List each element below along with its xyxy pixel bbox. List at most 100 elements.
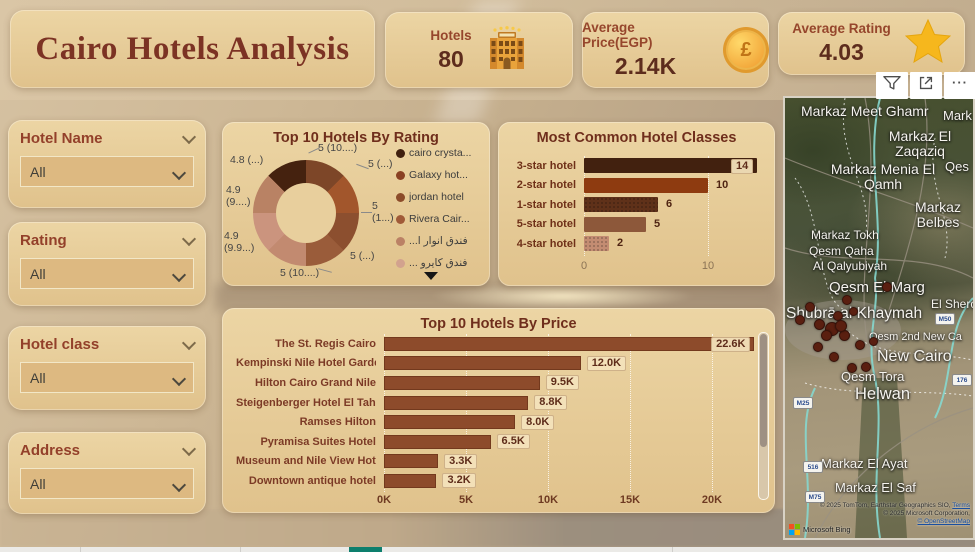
hotel-name-dropdown[interactable]: All (20, 156, 194, 187)
bar[interactable] (584, 177, 708, 193)
leader-line (318, 268, 332, 273)
rating-dropdown[interactable]: All (20, 258, 194, 289)
bar[interactable] (384, 434, 491, 449)
category-label: 3-star hotel (516, 159, 576, 172)
chevron-down-icon (171, 371, 187, 386)
hotel-location-dot[interactable] (847, 363, 857, 373)
bar[interactable] (384, 375, 540, 390)
hotel-location-dot[interactable] (835, 320, 847, 332)
road-shield-badge: M50 (935, 313, 955, 325)
address-dropdown[interactable]: All (20, 468, 194, 499)
kpi-hotels-card: Hotels 80 (385, 12, 573, 88)
collapse-chevron-icon[interactable] (181, 441, 197, 457)
map-place-label: El Shero (931, 297, 975, 311)
bar[interactable] (584, 216, 646, 232)
hotel-location-dot[interactable] (842, 295, 852, 305)
more-options-button[interactable]: ··· (944, 72, 975, 99)
donut-callout: 5 (...) (350, 250, 375, 262)
map-place-label: Markaz Tokh (811, 228, 879, 242)
legend-swatch (396, 214, 405, 224)
terms-link[interactable]: Terms (952, 502, 970, 509)
data-label: 10 (716, 178, 729, 191)
donut-legend: cairo crysta... Galaxy hot... jordan hot… (396, 142, 488, 274)
hotel-location-dot[interactable] (869, 337, 878, 346)
hotel-classes-plot: 3-star hotel 14 2-star hotel 10 1-star h… (512, 156, 761, 254)
bar[interactable] (384, 454, 439, 469)
data-label: 3.3K (444, 453, 478, 469)
price-chart-title: Top 10 Hotels By Price (420, 316, 577, 332)
star-icon (904, 18, 951, 68)
data-label: 8.0K (521, 414, 555, 430)
hotel-location-dot[interactable] (805, 302, 815, 312)
hotel-location-dot[interactable] (813, 342, 823, 352)
hotels-map[interactable]: Markaz Meet Ghamr Mark Markaz El Zaqaziq… (783, 96, 975, 540)
bar[interactable] (384, 356, 581, 371)
hotel-location-dot[interactable] (814, 319, 825, 330)
kpi-hotels-value: 80 (438, 45, 464, 72)
hotel-location-dot[interactable] (855, 340, 865, 350)
ellipsis-icon: ··· (952, 75, 968, 90)
scrollbar-thumb[interactable] (349, 547, 382, 552)
map-place-label: Qesm El Marg (829, 279, 925, 296)
filters-button[interactable] (876, 72, 908, 99)
rating-donut-chart[interactable] (253, 160, 359, 266)
bar-row: Kempinski Nile Hotel Garde... 12.0K (236, 354, 761, 374)
bar-row: Hilton Cairo Grand Nile 9.5K (236, 373, 761, 393)
legend-item[interactable]: فندق انوار ا... (396, 230, 488, 252)
focus-mode-icon (917, 74, 935, 97)
vertical-scrollbar[interactable] (758, 332, 769, 500)
donut-callout: 5 (1...) (372, 200, 394, 224)
focus-mode-button[interactable] (910, 72, 942, 99)
hotel-location-dot[interactable] (882, 282, 892, 292)
openstreetmap-link[interactable]: © OpenStreetMap (917, 518, 970, 525)
bar[interactable] (584, 236, 609, 251)
legend-item[interactable]: cairo crysta... (396, 142, 488, 164)
kpi-average-price-card: Average Price(EGP) 2.14K £ (582, 12, 769, 88)
road-shield-badge: M75 (805, 491, 825, 503)
legend-item[interactable]: Rivera Cair... (396, 208, 488, 230)
legend-swatch (396, 258, 405, 268)
hotel-location-dot[interactable] (795, 315, 805, 325)
donut-callout: 5 (10....) (280, 267, 320, 279)
divider (80, 547, 81, 552)
data-label: 6 (666, 198, 673, 210)
hotel-location-dot[interactable] (849, 307, 858, 316)
legend-item[interactable]: jordan hotel (396, 186, 488, 208)
slicer-hotel-class-label: Hotel class (20, 336, 100, 353)
data-label: 22.6K (711, 336, 751, 352)
bar[interactable] (384, 473, 437, 488)
leader-line (356, 163, 369, 170)
bar[interactable] (584, 197, 659, 212)
hotel-location-dot[interactable] (861, 362, 871, 372)
scrollbar-thumb[interactable] (760, 334, 767, 447)
legend-item[interactable]: فندق كايرو ... (396, 252, 488, 274)
legend-scroll-down-arrow[interactable] (424, 272, 438, 280)
data-label: 6.5K (496, 434, 530, 450)
hotel-location-dot[interactable] (829, 352, 839, 362)
bar[interactable] (384, 395, 529, 410)
map-place-label: Markaz El Saf (835, 480, 916, 495)
kpi-average-price-value: 2.14K (614, 53, 677, 79)
collapse-chevron-icon[interactable] (181, 231, 197, 247)
map-place-label: Helwan (855, 385, 911, 403)
bar[interactable] (384, 415, 516, 430)
bar[interactable]: 22.6K (384, 336, 755, 352)
hotel-class-dropdown-value: All (30, 369, 46, 386)
bar-row: 3-star hotel 14 (512, 156, 761, 176)
horizontal-scrollbar[interactable] (0, 547, 975, 552)
legend-label: jordan hotel (409, 191, 464, 203)
slicer-hotel-class: Hotel class All (8, 326, 206, 410)
legend-item[interactable]: Galaxy hot... (396, 164, 488, 186)
road-shield-badge: 516 (803, 461, 823, 473)
collapse-chevron-icon[interactable] (181, 129, 197, 145)
donut-callout: 4.9 (9....) (226, 184, 251, 208)
collapse-chevron-icon[interactable] (181, 335, 197, 351)
kpi-average-rating-label: Average Rating (792, 21, 891, 36)
divider (240, 547, 241, 552)
bar[interactable]: 14 (584, 158, 758, 174)
address-dropdown-value: All (30, 475, 46, 492)
slicer-address-label: Address (20, 442, 81, 459)
hotel-location-dot[interactable] (821, 330, 832, 341)
bing-label: Microsoft Bing (803, 525, 851, 534)
hotel-class-dropdown[interactable]: All (20, 362, 194, 393)
